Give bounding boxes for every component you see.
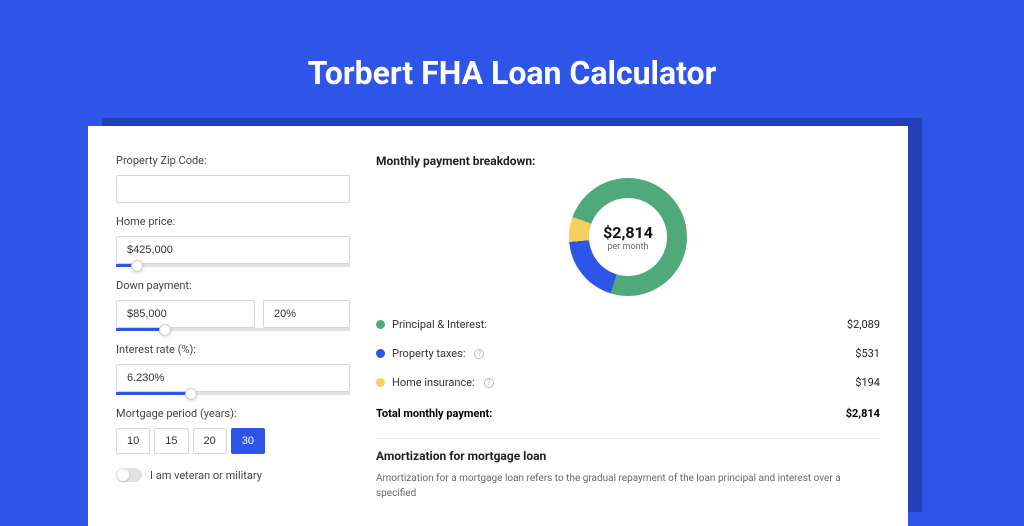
breakdown-title: Monthly payment breakdown: xyxy=(376,154,880,168)
legend-value: $531 xyxy=(855,347,880,360)
zip-input[interactable] xyxy=(116,175,350,203)
field-interest-rate: Interest rate (%): xyxy=(116,343,350,395)
veteran-toggle[interactable] xyxy=(116,468,142,482)
donut-center: $2,814 per month xyxy=(589,198,667,276)
mortgage-period-label: Mortgage period (years): xyxy=(116,407,350,420)
down-payment-percent-input[interactable] xyxy=(263,300,350,328)
interest-rate-slider[interactable] xyxy=(116,392,350,395)
form-column: Property Zip Code: Home price: Down paym… xyxy=(116,154,350,506)
legend-dot xyxy=(376,320,385,329)
down-payment-label: Down payment: xyxy=(116,279,350,292)
legend: Principal & Interest: $2,089 Property taxe… xyxy=(376,310,880,397)
breakdown-column: Monthly payment breakdown: $2,814 per mo… xyxy=(376,154,880,506)
veteran-toggle-row: I am veteran or military xyxy=(116,468,350,482)
calculator-card: Property Zip Code: Home price: Down paym… xyxy=(88,126,908,526)
down-payment-slider[interactable] xyxy=(116,328,350,331)
divider xyxy=(376,438,880,439)
interest-rate-input[interactable] xyxy=(116,364,350,392)
legend-label: Principal & Interest: xyxy=(392,318,487,331)
total-value: $2,814 xyxy=(846,407,880,420)
term-btn-15[interactable]: 15 xyxy=(154,428,188,454)
info-icon[interactable]: ? xyxy=(484,378,494,388)
field-zip: Property Zip Code: xyxy=(116,154,350,203)
zip-label: Property Zip Code: xyxy=(116,154,350,167)
home-price-input[interactable] xyxy=(116,236,350,264)
legend-value: $2,089 xyxy=(847,318,880,331)
legend-row: Principal & Interest: $2,089 xyxy=(376,310,880,339)
legend-row: Property taxes:? $531 xyxy=(376,339,880,368)
term-btn-20[interactable]: 20 xyxy=(193,428,227,454)
field-mortgage-period: Mortgage period (years): 10 15 20 30 xyxy=(116,407,350,454)
donut-chart-wrap: $2,814 per month xyxy=(376,178,880,296)
field-home-price: Home price: xyxy=(116,215,350,267)
legend-value: $194 xyxy=(855,376,880,389)
amortization-title: Amortization for mortgage loan xyxy=(376,449,880,463)
total-row: Total monthly payment: $2,814 xyxy=(376,397,880,434)
info-icon[interactable]: ? xyxy=(474,349,484,359)
term-btn-10[interactable]: 10 xyxy=(116,428,150,454)
card-shadow: Property Zip Code: Home price: Down paym… xyxy=(102,118,922,512)
amortization-text: Amortization for a mortgage loan refers … xyxy=(376,471,880,501)
legend-dot xyxy=(376,378,385,387)
total-label: Total monthly payment: xyxy=(376,407,492,420)
home-price-slider-thumb[interactable] xyxy=(131,260,143,272)
field-down-payment: Down payment: xyxy=(116,279,350,331)
donut-subtitle: per month xyxy=(607,242,648,252)
donut-amount: $2,814 xyxy=(603,223,653,242)
interest-rate-slider-thumb[interactable] xyxy=(185,388,197,400)
veteran-toggle-label: I am veteran or military xyxy=(150,469,262,482)
term-buttons: 10 15 20 30 xyxy=(116,428,350,454)
legend-label: Home insurance: xyxy=(392,376,475,389)
legend-label: Property taxes: xyxy=(392,347,465,360)
down-payment-slider-thumb[interactable] xyxy=(159,324,171,336)
veteran-toggle-knob xyxy=(117,469,129,481)
legend-row: Home insurance:? $194 xyxy=(376,368,880,397)
home-price-label: Home price: xyxy=(116,215,350,228)
legend-dot xyxy=(376,349,385,358)
home-price-slider[interactable] xyxy=(116,264,350,267)
interest-rate-label: Interest rate (%): xyxy=(116,343,350,356)
page-title: Torbert FHA Loan Calculator xyxy=(308,54,717,92)
donut-chart: $2,814 per month xyxy=(569,178,687,296)
term-btn-30[interactable]: 30 xyxy=(231,428,265,454)
down-payment-amount-input[interactable] xyxy=(116,300,255,328)
